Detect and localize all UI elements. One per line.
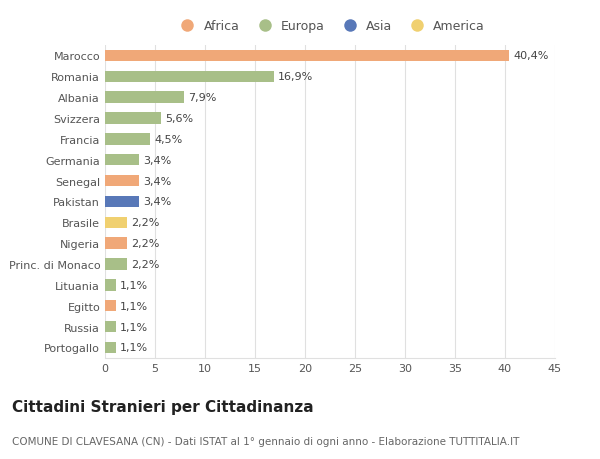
Bar (105, 92, 184, 104)
Text: 3,4%: 3,4% (143, 197, 171, 207)
Text: Cittadini Stranieri per Cittadinanza: Cittadini Stranieri per Cittadinanza (12, 399, 314, 414)
Bar (105, 342, 116, 353)
Legend: Africa, Europa, Asia, America: Africa, Europa, Asia, America (175, 21, 485, 34)
Bar (105, 238, 127, 249)
Text: 1,1%: 1,1% (120, 301, 148, 311)
Bar (105, 321, 116, 332)
Text: 40,4%: 40,4% (513, 51, 548, 62)
Bar (105, 175, 139, 187)
Bar (105, 300, 116, 312)
Bar (105, 50, 509, 62)
Text: 4,5%: 4,5% (154, 134, 182, 145)
Bar (105, 155, 139, 166)
Text: 2,2%: 2,2% (131, 239, 160, 249)
Bar (105, 196, 139, 207)
Text: 16,9%: 16,9% (278, 72, 313, 82)
Bar (105, 280, 116, 291)
Bar (105, 134, 150, 145)
Text: 3,4%: 3,4% (143, 176, 171, 186)
Bar (105, 72, 274, 83)
Text: 7,9%: 7,9% (188, 93, 217, 103)
Bar (105, 113, 161, 124)
Text: 5,6%: 5,6% (165, 114, 193, 124)
Bar (105, 217, 127, 229)
Bar (105, 259, 127, 270)
Text: COMUNE DI CLAVESANA (CN) - Dati ISTAT al 1° gennaio di ogni anno - Elaborazione : COMUNE DI CLAVESANA (CN) - Dati ISTAT al… (12, 436, 520, 446)
Text: 1,1%: 1,1% (120, 342, 148, 353)
Text: 1,1%: 1,1% (120, 280, 148, 290)
Text: 1,1%: 1,1% (120, 322, 148, 332)
Text: 2,2%: 2,2% (131, 259, 160, 269)
Text: 3,4%: 3,4% (143, 155, 171, 165)
Text: 2,2%: 2,2% (131, 218, 160, 228)
